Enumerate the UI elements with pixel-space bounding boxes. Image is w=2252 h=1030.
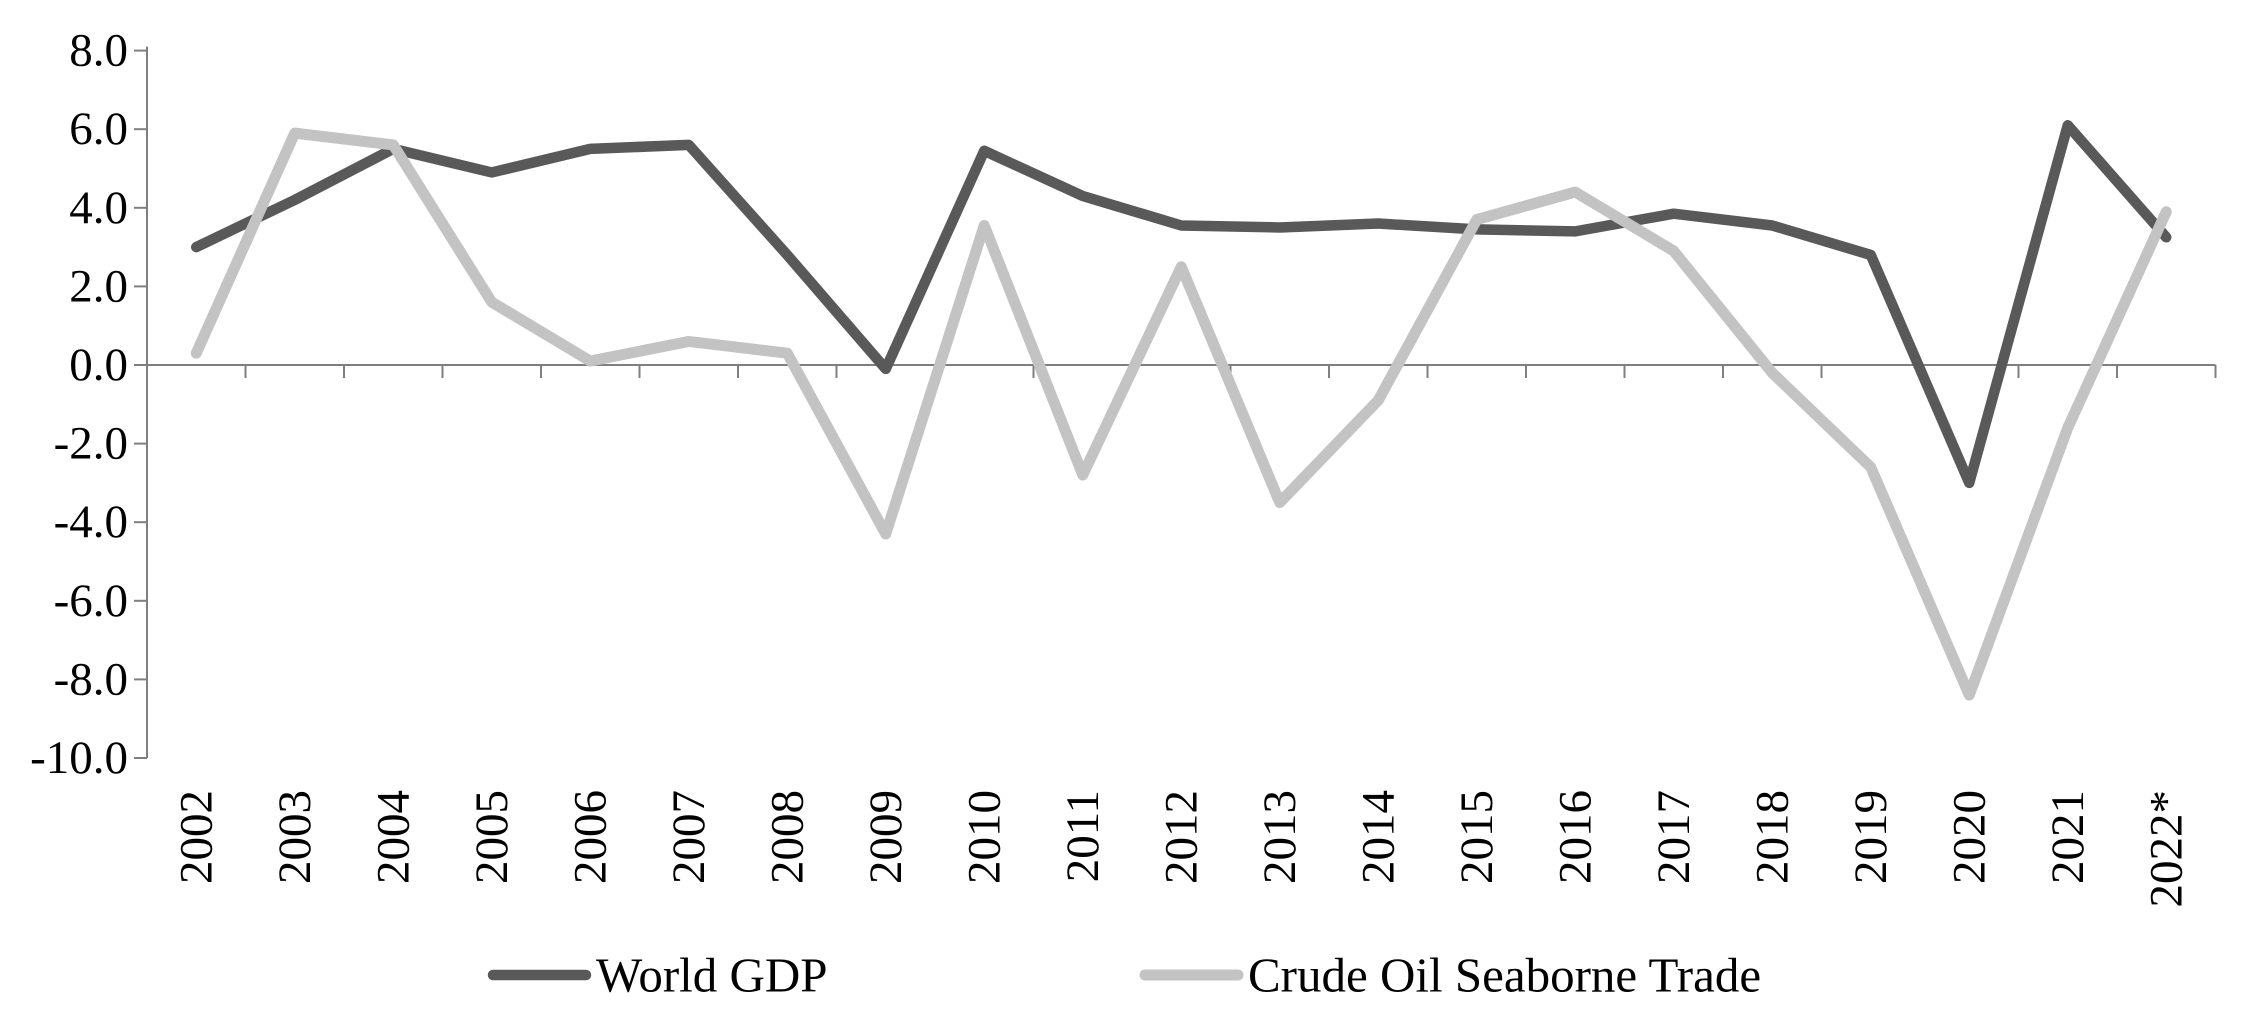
x-axis-label-2008: 2008 [761, 790, 813, 884]
y-axis-label: -2.0 [54, 418, 128, 470]
x-axis-label-2014: 2014 [1352, 790, 1404, 884]
x-axis-label-2011: 2011 [1057, 790, 1109, 882]
y-axis-label: 8.0 [69, 25, 128, 77]
x-axis-label-2012: 2012 [1155, 790, 1207, 884]
y-axis-label: -10.0 [30, 732, 128, 784]
x-axis-label-2007: 2007 [663, 790, 715, 884]
x-axis-label-2020: 2020 [1943, 790, 1995, 884]
x-axis-label-2005: 2005 [466, 790, 518, 884]
x-axis-label-2006: 2006 [564, 790, 616, 884]
series-line-world-gdp [191, 120, 2172, 489]
x-axis-label-2009: 2009 [860, 790, 912, 884]
x-axis-label-2017: 2017 [1648, 790, 1700, 884]
y-axis-label: 0.0 [69, 339, 128, 391]
x-axis-label-2004: 2004 [367, 790, 419, 884]
x-axis-label-2016: 2016 [1549, 790, 1601, 884]
x-axis-label-2010: 2010 [958, 790, 1010, 884]
y-axis-label: 4.0 [69, 182, 128, 234]
x-axis-label-2019: 2019 [1845, 790, 1897, 884]
series-line-crude-oil-seaborne-trade [190, 127, 2172, 701]
legend-label-crude-oil-seaborne-trade: Crude Oil Seaborne Trade [1248, 948, 1761, 1003]
y-axis-label: -4.0 [54, 496, 128, 548]
y-axis-label: 6.0 [69, 103, 128, 155]
legend-label-world-gdp: World GDP [596, 948, 828, 1003]
y-axis-label: -6.0 [54, 575, 128, 627]
x-axis-label-2002: 2002 [170, 790, 222, 884]
x-axis-label-2013: 2013 [1254, 790, 1306, 884]
x-axis-label-2003: 2003 [269, 790, 321, 884]
y-axis-label: -8.0 [54, 653, 128, 705]
x-axis-label-2018: 2018 [1746, 790, 1798, 884]
x-axis-label-2022: 2022* [2140, 790, 2192, 908]
x-axis-label-2015: 2015 [1451, 790, 1503, 884]
y-axis-label: 2.0 [69, 260, 128, 312]
x-axis-label-2021: 2021 [2042, 790, 2094, 884]
